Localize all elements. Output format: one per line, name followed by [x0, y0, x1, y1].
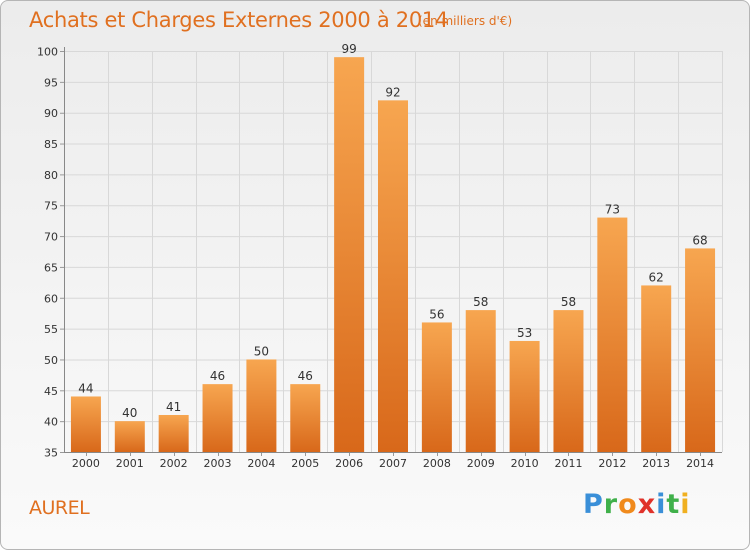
bar-value-label: 99	[341, 42, 356, 56]
y-tick-label: 40	[44, 416, 58, 429]
x-tick-label: 2004	[247, 457, 275, 470]
x-tick-label: 2014	[686, 457, 714, 470]
chart-subtitle: (en milliers d'€)	[418, 14, 513, 28]
bars	[70, 57, 716, 453]
bar-value-label: 58	[473, 295, 488, 309]
value-labels: 44 40 41 46 50 46 99 92 56 58 53 58 73 62 68	[78, 42, 707, 420]
logo-letter: o	[618, 489, 638, 520]
bar	[114, 421, 145, 452]
bar-value-label: 46	[298, 369, 313, 383]
bar	[246, 359, 277, 452]
bar	[641, 285, 672, 452]
bar	[421, 322, 452, 452]
bar	[597, 217, 628, 452]
y-tick-label: 80	[44, 169, 58, 182]
x-tick-label: 2009	[467, 457, 495, 470]
x-tick-label: 2006	[335, 457, 363, 470]
bar-value-label: 40	[122, 406, 137, 420]
x-tick-label: 2003	[204, 457, 232, 470]
y-tick-label: 95	[44, 76, 58, 89]
bar	[70, 396, 101, 452]
bar-value-label: 46	[210, 369, 225, 383]
bar-value-label: 68	[692, 233, 707, 247]
bar-value-label: 53	[517, 326, 532, 340]
x-tick-label: 2002	[160, 457, 188, 470]
bar-value-label: 56	[429, 307, 444, 321]
bar-value-label: 62	[649, 270, 664, 284]
bar	[553, 310, 584, 452]
y-tick-label: 50	[44, 354, 58, 367]
y-tick-label: 35	[44, 447, 58, 460]
axes: 35 40 45 50 55 60 65 70 75 80 85 90 95 100 2000 2001 200…	[37, 46, 722, 470]
logo-letter: i	[680, 489, 691, 520]
y-tick-label: 65	[44, 261, 58, 274]
x-tick-label: 2001	[116, 457, 144, 470]
x-tick-label: 2000	[72, 457, 100, 470]
y-tick-label: 60	[44, 292, 58, 305]
x-tick-label: 2011	[554, 457, 582, 470]
y-tick-label: 55	[44, 323, 58, 336]
logo-letter: P	[583, 489, 604, 520]
bar-value-label: 44	[78, 381, 93, 395]
commune-name: AUREL	[29, 497, 90, 519]
y-tick-label: 45	[44, 385, 58, 398]
bar	[465, 310, 496, 452]
x-tick-label: 2013	[642, 457, 670, 470]
bar	[509, 340, 540, 452]
bar	[158, 414, 189, 452]
logo-letter: r	[603, 489, 619, 520]
y-tick-label: 85	[44, 138, 58, 151]
bar	[290, 384, 321, 452]
y-tick-label: 75	[44, 200, 58, 213]
logo-letter: t	[666, 489, 681, 520]
bar-value-label: 73	[605, 203, 620, 217]
y-tick-label: 100	[37, 46, 58, 59]
y-tick-label: 90	[44, 107, 58, 120]
bar-value-label: 50	[254, 344, 269, 358]
bar-value-label: 92	[385, 85, 400, 99]
logo-letter: i	[656, 489, 667, 520]
bar	[202, 384, 233, 452]
x-tick-label: 2008	[423, 457, 451, 470]
proxiti-logo: Proxiti	[583, 489, 691, 520]
x-tick-label: 2005	[291, 457, 319, 470]
bar	[334, 57, 365, 453]
x-tick-label: 2007	[379, 457, 407, 470]
bar	[378, 100, 408, 452]
chart-title: Achats et Charges Externes 2000 à 2014	[29, 8, 449, 32]
x-tick-label: 2012	[598, 457, 626, 470]
bar-value-label: 58	[561, 295, 576, 309]
bar	[685, 248, 716, 452]
x-tick-label: 2010	[511, 457, 539, 470]
bar-value-label: 41	[166, 400, 181, 414]
y-tick-label: 70	[44, 231, 58, 244]
logo-letter: x	[637, 489, 657, 520]
